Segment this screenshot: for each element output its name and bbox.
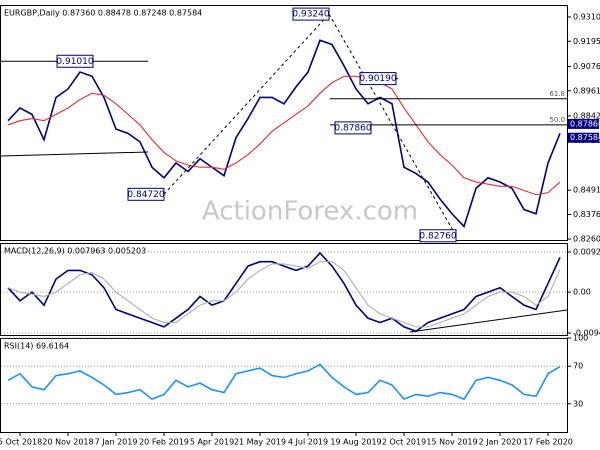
x-tick-label: 4 Jul 2019: [288, 438, 328, 447]
fib-label: 61.8: [549, 90, 565, 98]
annotation-label: 0.93240: [292, 10, 329, 20]
annotation-box: [292, 7, 330, 21]
x-tick-label: 21 May 2019: [234, 438, 286, 447]
series-line: [7, 363, 561, 401]
trend-line: [163, 13, 330, 195]
y-tick-label: 0.83765: [573, 210, 600, 219]
watermark: ActionForex.com: [202, 197, 418, 227]
y-tick-label: 0.00: [573, 288, 591, 297]
series-line: [7, 39, 561, 229]
panel-title: RSI(14) 69.6164: [4, 342, 69, 351]
panel-frame: [0, 5, 568, 241]
annotation-box: [127, 187, 165, 201]
price-mark-label: 0.87584: [570, 133, 600, 142]
price-mark-label: 0.87860: [570, 119, 600, 128]
price-mark: [568, 132, 599, 143]
x-tick-label: 19 Aug 2019: [330, 438, 381, 447]
y-tick-label: 0.91955: [573, 37, 600, 46]
y-tick-label: 70: [573, 362, 583, 371]
panel-frame: [0, 243, 568, 336]
panel-title: MACD(12,26,9) 0.007963 0.005203: [4, 247, 146, 256]
y-tick-label: 0.82605: [573, 235, 600, 244]
x-tick-label: 2 Jan 2020: [479, 438, 522, 447]
y-tick-label: 100: [573, 334, 588, 343]
y-tick-label: 30: [573, 399, 583, 408]
annotation-label: 0.84720: [127, 190, 164, 200]
y-tick-label: 0.93105: [573, 12, 600, 21]
x-tick-label: 5 Apr 2019: [190, 438, 234, 447]
y-tick-label: 0.89615: [573, 86, 600, 95]
annotation-box: [419, 229, 457, 243]
y-tick-label: -0.009413: [573, 329, 600, 338]
x-tick-label: 20 Nov 2018: [42, 438, 93, 447]
x-tick-label: 17 Feb 2020: [523, 438, 573, 447]
fib-label: 50.0: [549, 116, 565, 124]
annotation-label: 0.87860: [334, 123, 371, 133]
y-tick-label: 0.88425: [573, 111, 600, 120]
annotation-box: [359, 72, 397, 86]
annotation-label: 0.91010: [56, 57, 93, 67]
y-tick-label: 0.84915: [573, 186, 600, 195]
annotation-label: 0.82760: [419, 231, 456, 241]
x-tick-label: 2 Oct 2019: [382, 438, 426, 447]
price-mark: [568, 118, 599, 129]
macd-trend: [409, 309, 568, 333]
series-line: [7, 75, 561, 196]
annotation-box: [334, 121, 372, 135]
y-tick-label: 0.009237: [573, 248, 600, 257]
x-tick-label: 15 Nov 2019: [426, 438, 477, 447]
annotation-box: [56, 54, 94, 68]
x-tick-label: 5 Oct 2018: [0, 438, 42, 447]
panel-frame: [0, 338, 568, 433]
x-tick-label: 7 Jan 2019: [95, 438, 138, 447]
panel-title: EURGBP,Daily 0.87360 0.88478 0.87248 0.8…: [4, 9, 202, 18]
annotation-label: 0.90190: [359, 74, 396, 84]
series-line: [7, 251, 561, 333]
series-line: [7, 261, 561, 328]
support-line: [0, 151, 149, 157]
x-tick-label: 20 Feb 2019: [139, 438, 189, 447]
y-tick-label: 0.90765: [573, 62, 600, 71]
